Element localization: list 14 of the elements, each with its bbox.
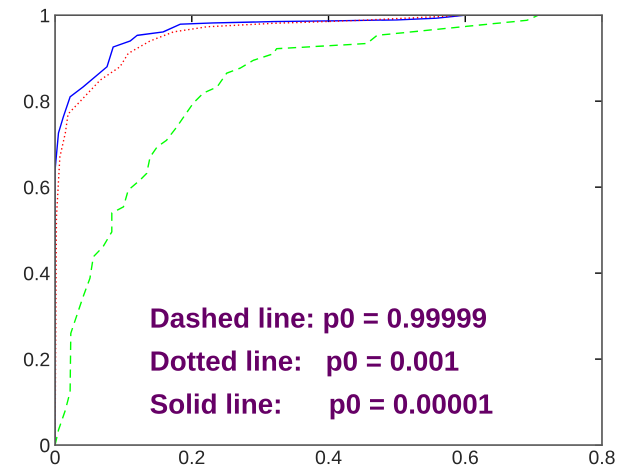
x-tick-label: 0 bbox=[50, 450, 60, 464]
x-tick-label: 0.4 bbox=[316, 450, 342, 464]
annotation: Dashed line: p0 = 0.99999 bbox=[152, 307, 486, 334]
y-tick-label: 0.4 bbox=[24, 266, 50, 280]
y-tick-label: 0 bbox=[40, 438, 50, 452]
annotation: Solid line: p0 = 0.00001 bbox=[150, 393, 492, 420]
x-tick-label: 0.2 bbox=[179, 450, 204, 464]
x-tick-label: 0.8 bbox=[589, 450, 615, 464]
annotation: Dotted line: p0 = 0.001 bbox=[152, 350, 458, 376]
y-tick-label: 0.2 bbox=[24, 352, 50, 366]
y-tick-label: 0.6 bbox=[24, 180, 50, 194]
y-tick-label: 0.8 bbox=[24, 94, 50, 108]
y-tick-label: 1 bbox=[40, 8, 50, 22]
x-tick-label: 0.6 bbox=[452, 450, 478, 464]
